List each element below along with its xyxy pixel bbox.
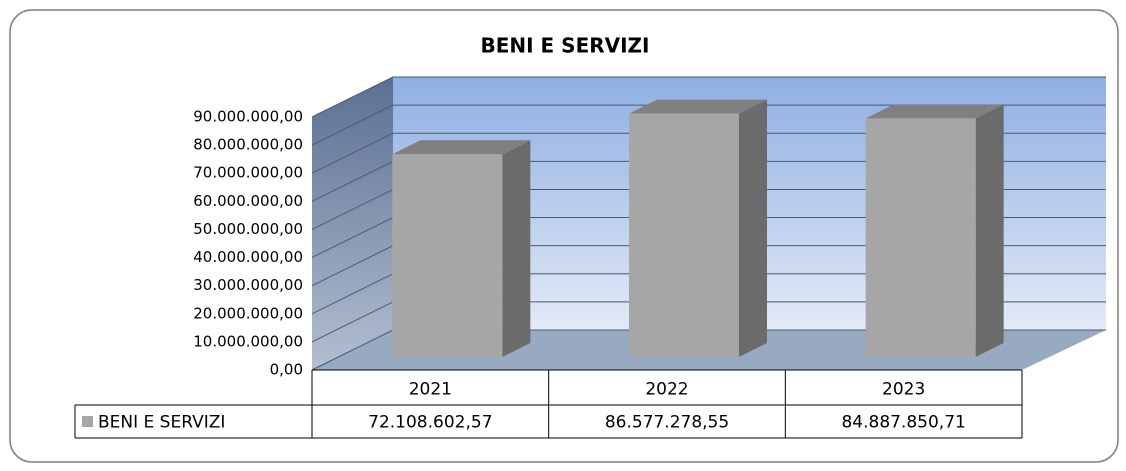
bar xyxy=(392,154,503,357)
y-tick-label: 10.000.000,00 xyxy=(193,332,303,350)
y-tick-label: 40.000.000,00 xyxy=(193,248,303,266)
y-tick-label: 50.000.000,00 xyxy=(193,220,303,238)
grid-line xyxy=(311,273,394,315)
bar-side xyxy=(502,140,531,357)
y-tick-label: 80.000.000,00 xyxy=(193,136,303,154)
legend-label: BENI E SERVIZI xyxy=(98,413,225,433)
data-label: 72.108.602,57 xyxy=(368,413,492,433)
y-tick-label: 70.000.000,00 xyxy=(193,164,303,182)
grid-line xyxy=(311,160,394,202)
bar-side xyxy=(975,104,1004,357)
bar-side xyxy=(739,99,767,358)
grid-line xyxy=(311,132,394,174)
grid-line xyxy=(311,301,394,343)
bar xyxy=(629,113,739,358)
grid-line xyxy=(311,217,394,259)
x-tick-label: 2021 xyxy=(409,380,452,400)
chart-title: BENI E SERVIZI xyxy=(480,34,649,58)
y-tick-label: 20.000.000,00 xyxy=(193,304,303,322)
data-label: 84.887.850,71 xyxy=(841,413,965,433)
bar-top xyxy=(629,99,767,114)
bar-top xyxy=(865,104,1004,119)
grid-line xyxy=(311,329,394,371)
legend-key xyxy=(82,416,93,427)
side-wall xyxy=(312,77,393,370)
data-label: 86.577.278,55 xyxy=(605,413,729,433)
bar-top xyxy=(392,140,531,155)
x-tick-label: 2023 xyxy=(882,380,925,400)
bar xyxy=(865,118,976,357)
y-tick-label: 30.000.000,00 xyxy=(193,276,303,294)
y-tick-label: 90.000.000,00 xyxy=(193,108,303,126)
grid-line xyxy=(311,104,394,146)
x-tick-label: 2022 xyxy=(645,380,688,400)
grid-line xyxy=(311,188,394,230)
y-tick-label: 60.000.000,00 xyxy=(193,192,303,210)
y-tick-label: 0,00 xyxy=(270,361,303,379)
grid-line xyxy=(311,245,394,287)
grid-line xyxy=(311,76,394,118)
